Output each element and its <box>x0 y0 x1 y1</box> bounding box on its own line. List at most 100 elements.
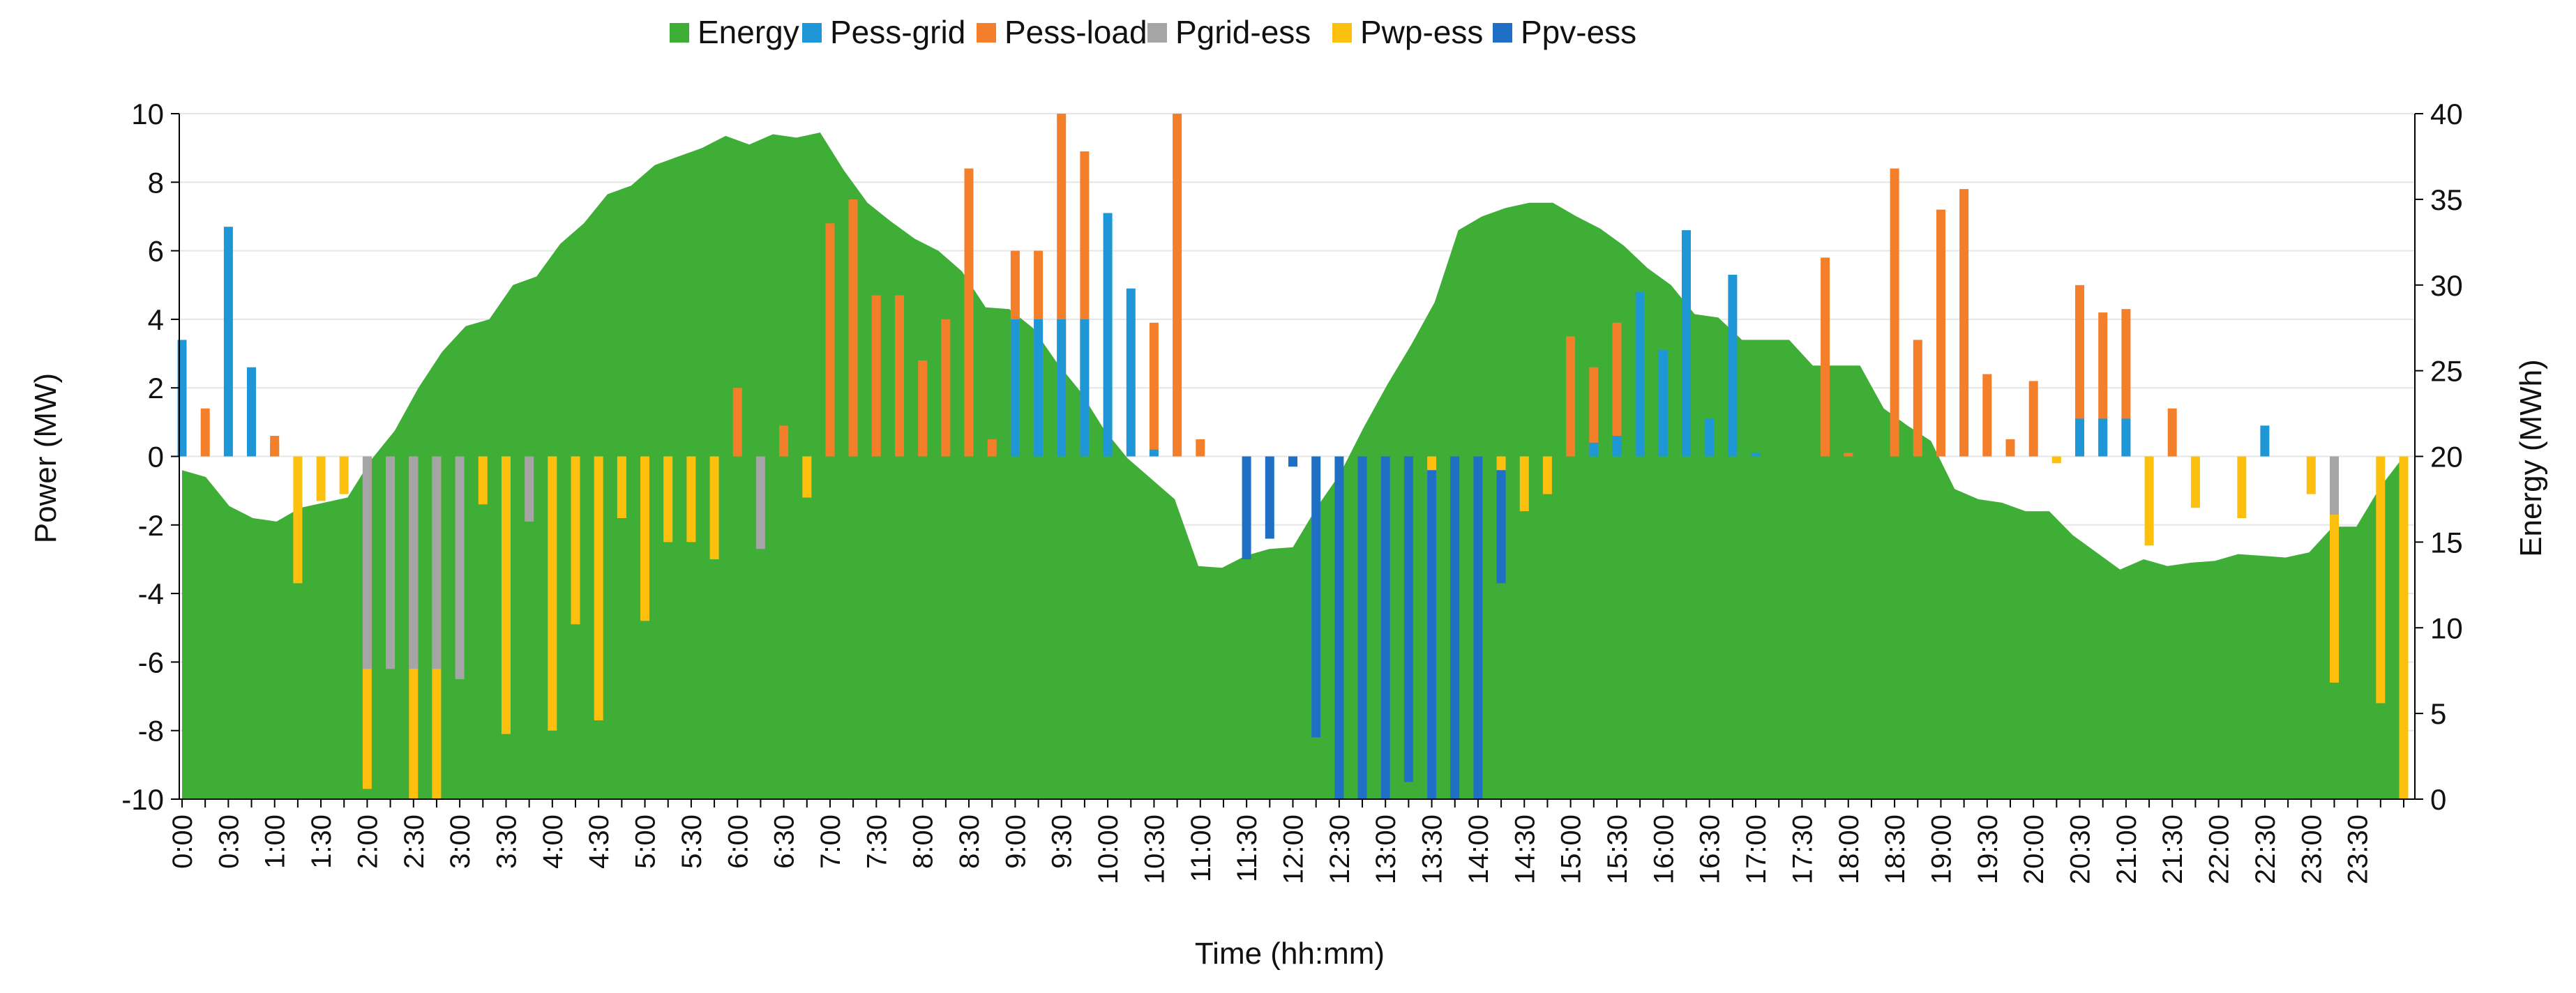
legend-label-pess-load: Pess-load <box>1004 14 1147 50</box>
bar-ppv-ess <box>1427 456 1437 799</box>
bar-pess-grid <box>1034 319 1044 457</box>
bar-pess-load <box>941 319 951 457</box>
bar-pwp-ess <box>686 456 696 543</box>
x-tick-label: 6:00 <box>723 814 753 869</box>
x-tick-label: 1:00 <box>260 814 291 869</box>
bar-pess-grid <box>1728 275 1738 457</box>
x-tick-label: 8:00 <box>908 814 939 869</box>
bar-pwp-ess <box>663 456 673 543</box>
x-tick-label: 7:00 <box>815 814 846 869</box>
bar-pess-grid <box>1635 291 1645 457</box>
y-tick-label-left: 10 <box>131 98 164 130</box>
bar-pess-grid <box>1612 436 1622 457</box>
x-tick-label: 19:00 <box>1927 814 1957 884</box>
y-tick-label-right: 35 <box>2430 183 2463 216</box>
bar-pess-load <box>1913 340 1922 457</box>
bar-pess-grid <box>2098 418 2108 457</box>
y-tick-label-right: 40 <box>2430 98 2463 130</box>
bar-ppv-ess <box>1242 456 1251 559</box>
y-tick-label-left: 0 <box>148 441 164 473</box>
bar-ppv-ess <box>1334 456 1344 799</box>
x-tick-label: 21:30 <box>2157 814 2188 884</box>
bar-pwp-ess <box>709 456 719 559</box>
legend: Energy Pess-grid Pess-load Pgrid-ess Pwp-ess… <box>670 14 1636 50</box>
bar-pess-grid <box>247 367 256 457</box>
bar-ppv-ess <box>1265 456 1274 539</box>
bar-pwp-ess <box>478 456 488 505</box>
bar-pess-load <box>1821 257 1830 457</box>
x-tick-label: 3:30 <box>492 814 522 869</box>
y-tick-label-right: 15 <box>2430 526 2463 559</box>
x-tick-label: 18:00 <box>1834 814 1865 884</box>
bar-pwp-ess <box>2051 456 2061 464</box>
bar-pess-grid <box>1705 418 1715 457</box>
y-tick-label-left: -2 <box>138 509 164 542</box>
x-tick-label: 0:30 <box>213 814 244 869</box>
bar-pwp-ess <box>548 456 557 731</box>
bar-pess-load <box>895 295 904 457</box>
bar-ppv-ess <box>1450 456 1460 799</box>
y-tick-label-right: 10 <box>2430 612 2463 644</box>
bar-pess-load <box>1173 114 1182 457</box>
bar-pgrid-ess <box>409 456 419 669</box>
bar-pess-load <box>918 360 928 457</box>
bar-pgrid-ess <box>525 456 534 522</box>
x-tick-label: 9:00 <box>1000 814 1031 869</box>
x-tick-label: 12:00 <box>1279 814 1309 884</box>
bar-ppv-ess <box>1288 456 1297 467</box>
y-tick-label-right: 20 <box>2430 441 2463 473</box>
bar-pess-load <box>987 439 997 457</box>
bar-pess-load <box>964 168 974 457</box>
legend-swatch-ppv-ess <box>1493 23 1512 43</box>
x-tick-label: 14:30 <box>1509 814 1540 884</box>
legend-label-pess-grid: Pess-grid <box>830 14 965 50</box>
bar-pess-grid <box>2121 418 2131 457</box>
legend-swatch-energy <box>670 23 689 43</box>
x-tick-label: 10:30 <box>1139 814 1170 884</box>
bar-pess-load <box>848 199 858 457</box>
x-tick-label: 23:00 <box>2296 814 2327 884</box>
y-tick-label-right: 0 <box>2430 783 2446 816</box>
x-tick-label: 17:30 <box>1787 814 1818 884</box>
legend-label-energy: Energy <box>698 14 799 50</box>
legend-swatch-pess-grid <box>802 23 822 43</box>
bar-pwp-ess <box>316 456 326 501</box>
x-tick-label: 3:00 <box>445 814 476 869</box>
bar-pess-grid <box>2260 425 2270 457</box>
bar-pwp-ess <box>293 456 303 584</box>
bar-pgrid-ess <box>386 456 396 669</box>
x-tick-label: 13:00 <box>1371 814 1401 884</box>
bar-pwp-ess <box>617 456 626 518</box>
bar-pess-load <box>1890 168 1899 457</box>
x-tick-label: 13:30 <box>1417 814 1448 884</box>
bar-ppv-ess <box>1403 456 1413 782</box>
y-axis-label-left: Power (MW) <box>29 373 63 543</box>
bar-pwp-ess <box>2399 456 2409 799</box>
x-tick-label: 20:00 <box>2019 814 2049 884</box>
bar-pgrid-ess <box>2330 456 2339 515</box>
bar-pwp-ess <box>502 456 511 734</box>
y-tick-label-right: 25 <box>2430 355 2463 388</box>
x-tick-label: 9:30 <box>1047 814 1078 869</box>
bar-pess-load <box>732 388 742 457</box>
bar-pess-grid <box>1149 449 1159 457</box>
bar-pwp-ess <box>1427 456 1437 471</box>
x-tick-label: 17:00 <box>1741 814 1772 884</box>
bar-pwp-ess <box>571 456 580 625</box>
y-tick-label-right: 30 <box>2430 269 2463 302</box>
x-tick-label: 2:30 <box>399 814 430 869</box>
x-tick-label: 14:00 <box>1463 814 1494 884</box>
bar-pwp-ess <box>1542 456 1552 494</box>
bar-ppv-ess <box>1496 456 1506 584</box>
legend-swatch-pgrid-ess <box>1147 23 1167 43</box>
bar-pgrid-ess <box>362 456 372 669</box>
bar-pess-load <box>1196 439 1205 457</box>
energy-area <box>182 132 2404 799</box>
x-tick-label: 10:00 <box>1093 814 1124 884</box>
x-tick-label: 23:30 <box>2343 814 2374 884</box>
bar-pess-grid <box>1057 319 1067 457</box>
x-tick-label: 22:30 <box>2250 814 2281 884</box>
bar-pess-load <box>200 408 210 457</box>
bar-pgrid-ess <box>432 456 442 669</box>
y-axis-label-right: Energy (MWh) <box>2514 359 2548 557</box>
